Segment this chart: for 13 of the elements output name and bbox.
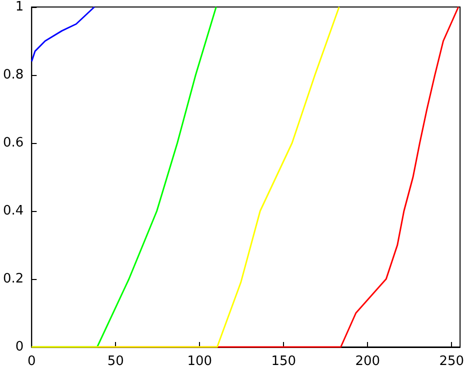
- x-tick-label: 150: [271, 354, 296, 368]
- x-tick-label: 250: [439, 354, 464, 368]
- y-tick-label: 0: [15, 340, 24, 354]
- line-series: [30, 6, 96, 62]
- x-tick-label: 0: [28, 354, 36, 368]
- x-tick-label: 100: [187, 354, 212, 368]
- y-tick-label: 1: [15, 0, 24, 14]
- y-tick-label: 0.4: [2, 204, 24, 218]
- y-tick-label: 0.6: [2, 136, 24, 150]
- x-tick-label: 50: [107, 354, 124, 368]
- y-tick-label: 0.2: [2, 272, 24, 286]
- x-tick-label: 200: [355, 354, 380, 368]
- y-tick-label: 0.8: [2, 68, 24, 82]
